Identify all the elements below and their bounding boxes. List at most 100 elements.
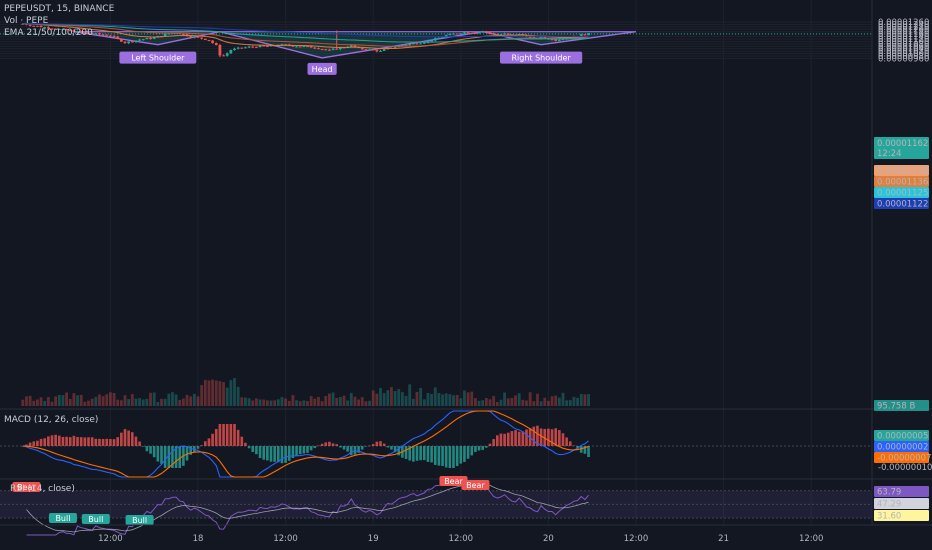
price-axis[interactable]: 0.000012600.000012400.000012200.00001200…: [871, 0, 932, 525]
ema-legend[interactable]: EMA 21/50/100/200: [4, 28, 93, 38]
macd-hist-bar: [335, 444, 338, 446]
macd-hist-bar: [430, 446, 433, 463]
macd-hist-bar: [258, 446, 262, 458]
candle-body: [222, 55, 225, 57]
macd-hist-bar: [506, 432, 510, 446]
volume-bar: [90, 398, 94, 406]
ema-21-line: [22, 23, 589, 50]
volume-bar: [295, 400, 298, 406]
volume-bar: [127, 399, 131, 406]
candle-body: [331, 48, 335, 50]
candle-body: [83, 32, 87, 34]
price-tick-label: 0.00001080: [878, 40, 929, 50]
macd-hist-bar: [32, 441, 36, 446]
candle-body: [554, 39, 558, 41]
volume-bar: [98, 394, 101, 406]
macd-hist-bar: [284, 446, 287, 463]
volume-bar: [116, 399, 120, 406]
macd-hist-bar: [375, 441, 379, 446]
volume-bar: [510, 397, 514, 406]
volume-bar: [543, 397, 547, 406]
volume-bar: [258, 399, 262, 406]
macd-hist-bar: [357, 446, 360, 453]
symbol-legend[interactable]: PEPEUSDT, 15, BINANCE: [4, 4, 115, 14]
candle-body: [298, 46, 302, 48]
volume-bar: [320, 401, 324, 406]
candle-body: [353, 45, 357, 48]
macd-hist-bar: [233, 424, 236, 446]
volume-bar: [244, 397, 247, 406]
macd-hist-bar: [510, 431, 514, 446]
volume-bar: [36, 399, 39, 406]
candle-body: [309, 46, 313, 48]
bull-signal-2: Bull: [81, 514, 110, 524]
macd-hist-bar: [90, 437, 94, 446]
volume-bar: [550, 396, 554, 406]
candle-body: [98, 33, 101, 35]
time-tick-label: 18: [193, 534, 204, 544]
volume-bar: [214, 380, 218, 406]
volume-bar: [130, 394, 134, 406]
macd-hist-bar: [477, 446, 481, 451]
price-tick-label: 0.00001220: [878, 23, 929, 33]
macd-hist-bar: [105, 438, 109, 446]
candle-body: [76, 31, 79, 33]
macd-hist-bar: [277, 446, 280, 463]
candle-body: [65, 28, 68, 31]
volume-bar: [426, 392, 430, 406]
macd-hist-bar: [324, 442, 328, 446]
candle-body: [444, 35, 448, 37]
macd-hist-bar: [572, 445, 576, 447]
candle-body: [360, 47, 364, 50]
macd-hist-badge: -0.00000007: [874, 452, 931, 464]
volume-bar: [57, 394, 61, 406]
price-tick-label: 0.00001100: [878, 37, 929, 47]
volume-bar: [331, 392, 335, 406]
time-axis[interactable]: 12:00 18 12:00 19 12:00 20 12:00 21 12:00: [0, 524, 932, 544]
macd-hist-bar: [302, 446, 306, 454]
candle-body: [302, 46, 306, 48]
right-shoulder-label: Right Shoulder: [500, 51, 583, 64]
candle-body: [441, 36, 444, 38]
candle-body: [269, 45, 273, 47]
macd-hist-bar: [576, 446, 579, 449]
macd-hist-bar: [481, 446, 484, 450]
macd-hist-bar: [331, 443, 335, 446]
volume-legend[interactable]: Vol · PEPE: [4, 16, 49, 26]
volume-bar: [568, 400, 572, 406]
rsi-legend[interactable]: RSI (14, close): [10, 484, 75, 494]
macd-hist-bar: [339, 446, 342, 448]
volume-bar: [225, 387, 229, 406]
ema-lines: [22, 23, 589, 50]
volume-bar: [203, 379, 207, 406]
candle-body: [415, 43, 419, 45]
macd-line: [22, 410, 589, 478]
bear-signal-2-text: Bear: [466, 481, 485, 490]
candle-body: [229, 50, 233, 54]
candle-body: [430, 40, 433, 42]
macd-hist-bar: [579, 446, 583, 453]
macd-legend[interactable]: MACD (12, 26, close): [4, 415, 99, 425]
candle-body: [408, 44, 412, 46]
bull-signal-3-text: Bull: [132, 516, 147, 525]
candle-body: [233, 48, 236, 51]
macd-hist-bar: [98, 438, 101, 446]
volume-bar: [539, 401, 543, 406]
volume-bar: [583, 394, 587, 406]
price-tick-label: 0.00001000: [878, 50, 929, 60]
volume-bar: [525, 400, 528, 406]
macd-hist-bar: [123, 429, 127, 446]
macd-hist-bar: [211, 433, 214, 446]
volume-bar: [21, 399, 25, 406]
macd-hist-bar: [131, 432, 134, 446]
macd-hist-bar: [171, 446, 174, 468]
price-tick-label: 0.00001020: [878, 47, 929, 57]
macd-hist-bar: [320, 443, 324, 446]
macd-hist-bar: [364, 446, 368, 447]
macd-hist-bar: [225, 424, 229, 446]
volume-bar: [587, 394, 590, 406]
right-shoulder-label-text: Right Shoulder: [511, 54, 571, 63]
candle-body: [116, 36, 120, 39]
volume-bar: [302, 400, 306, 406]
